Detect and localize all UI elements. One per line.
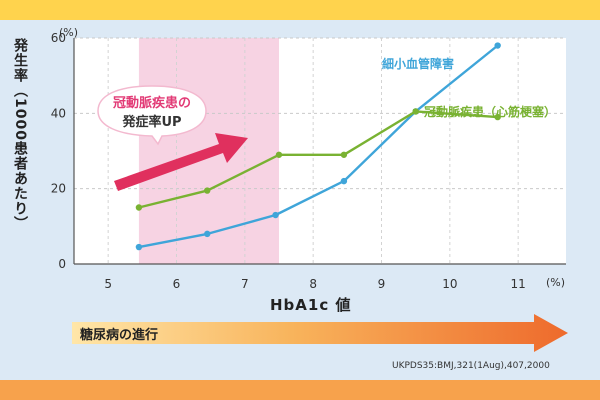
series-line-1	[138, 110, 498, 209]
y-axis-unit: (%)	[59, 26, 79, 39]
chart: 0 20 40 60 5 6 7 8 9 10 11	[51, 31, 566, 291]
x-axis-label: HbA1c 値	[270, 296, 352, 314]
source-citation: UKPDS35:BMJ,321(1Aug),407,2000	[392, 361, 550, 371]
data-point-series-1	[412, 108, 419, 115]
y-tick-label: 60	[51, 31, 66, 45]
x-axis-unit: (%)	[546, 276, 566, 289]
x-tick-label: 6	[173, 277, 181, 291]
data-point-series-1	[204, 187, 211, 194]
x-tick-label: 9	[378, 277, 386, 291]
data-point-series-1	[340, 151, 348, 158]
data-point-series-0	[340, 177, 348, 185]
bottom-color-band	[0, 380, 600, 400]
data-point-series-1	[275, 151, 283, 158]
data-point-series-1	[135, 204, 143, 211]
x-tick-label: 7	[241, 277, 249, 291]
series-label-microvascular: 細小血管障害	[382, 57, 455, 71]
progress-arrow-shape	[72, 314, 568, 352]
series-line-0	[138, 44, 499, 249]
data-point-series-1	[494, 113, 501, 121]
x-tick-label: 11	[511, 277, 526, 291]
y-tick-label: 0	[58, 257, 66, 271]
y-axis-label: 発生率（1000患者あたり）	[12, 38, 28, 231]
x-tick-label: 5	[104, 277, 112, 291]
x-tick-label: 8	[309, 277, 317, 291]
callout-line-2: 発症率UP	[122, 115, 182, 130]
callout-line-1: 冠動脈疾患の	[112, 96, 191, 111]
data-point-series-0	[272, 211, 279, 219]
data-point-series-0	[494, 42, 501, 49]
progress-arrow: 糖尿病の進行	[72, 314, 568, 352]
progress-label: 糖尿病の進行	[80, 328, 159, 343]
data-point-series-0	[135, 243, 143, 251]
callout-bubble: 冠動脈疾患の 発症率UP	[96, 84, 208, 146]
callout-bubble-shape	[97, 85, 207, 146]
y-tick-label: 40	[51, 106, 66, 120]
trend-arrow	[114, 133, 248, 191]
x-tick-label: 10	[442, 277, 457, 291]
series-label-coronary: 冠動脈疾患（心筋梗塞）	[424, 105, 557, 119]
data-point-series-0	[204, 230, 211, 238]
top-color-band	[0, 0, 600, 20]
y-tick-label: 20	[51, 182, 66, 196]
